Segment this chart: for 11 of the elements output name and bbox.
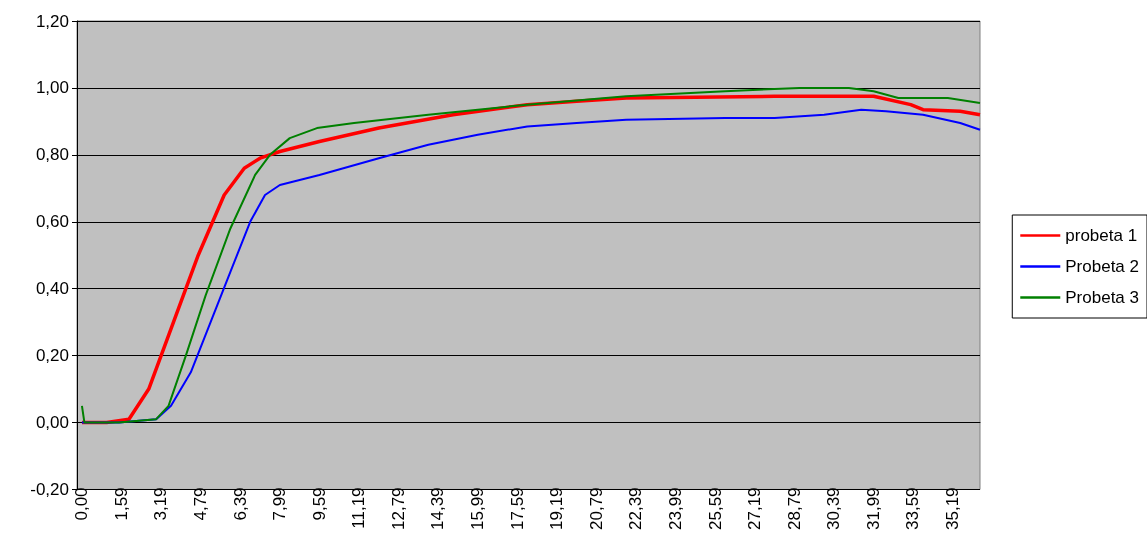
y-tick-label: 0,60 [35, 212, 69, 232]
y-tick-label: 0,80 [35, 145, 69, 165]
y-tick-label: 0,00 [35, 413, 69, 433]
y-tick-label: 0,20 [35, 346, 69, 366]
legend-label: Probeta 2 [1065, 257, 1140, 276]
legend-label: probeta 1 [1065, 226, 1138, 245]
y-tick-label: 1,00 [35, 78, 69, 98]
y-tick-label: 1,20 [35, 11, 69, 31]
legend-label: Probeta 3 [1065, 288, 1140, 307]
y-tick-label: 0,40 [35, 279, 69, 299]
y-tick-label: -0,20 [30, 479, 69, 499]
